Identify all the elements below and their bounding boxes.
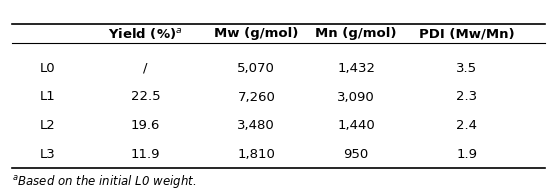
Text: L1: L1	[40, 90, 56, 104]
Text: Mn (g/mol): Mn (g/mol)	[315, 27, 397, 40]
Text: 1,432: 1,432	[337, 62, 375, 75]
Text: 950: 950	[344, 148, 369, 161]
Text: L3: L3	[40, 148, 56, 161]
Text: 22.5: 22.5	[131, 90, 160, 104]
Text: 2.3: 2.3	[456, 90, 477, 104]
Text: 1,440: 1,440	[337, 119, 375, 132]
Text: 7,260: 7,260	[237, 90, 275, 104]
Text: Mw (g/mol): Mw (g/mol)	[214, 27, 299, 40]
Text: L2: L2	[40, 119, 56, 132]
Text: L0: L0	[40, 62, 56, 75]
Text: 2.4: 2.4	[456, 119, 477, 132]
Text: 5,070: 5,070	[237, 62, 275, 75]
Text: 1,810: 1,810	[237, 148, 275, 161]
Text: 1.9: 1.9	[456, 148, 477, 161]
Text: 3.5: 3.5	[456, 62, 477, 75]
Text: 3,480: 3,480	[237, 119, 275, 132]
Text: 3,090: 3,090	[337, 90, 375, 104]
Text: $^a$Based on the initial L0 weight.: $^a$Based on the initial L0 weight.	[12, 173, 197, 190]
Text: PDI (Mw/Mn): PDI (Mw/Mn)	[419, 27, 515, 40]
Text: 11.9: 11.9	[131, 148, 160, 161]
Text: Yield (%)$^a$: Yield (%)$^a$	[108, 26, 183, 41]
Text: 19.6: 19.6	[131, 119, 160, 132]
Text: /: /	[143, 62, 148, 75]
